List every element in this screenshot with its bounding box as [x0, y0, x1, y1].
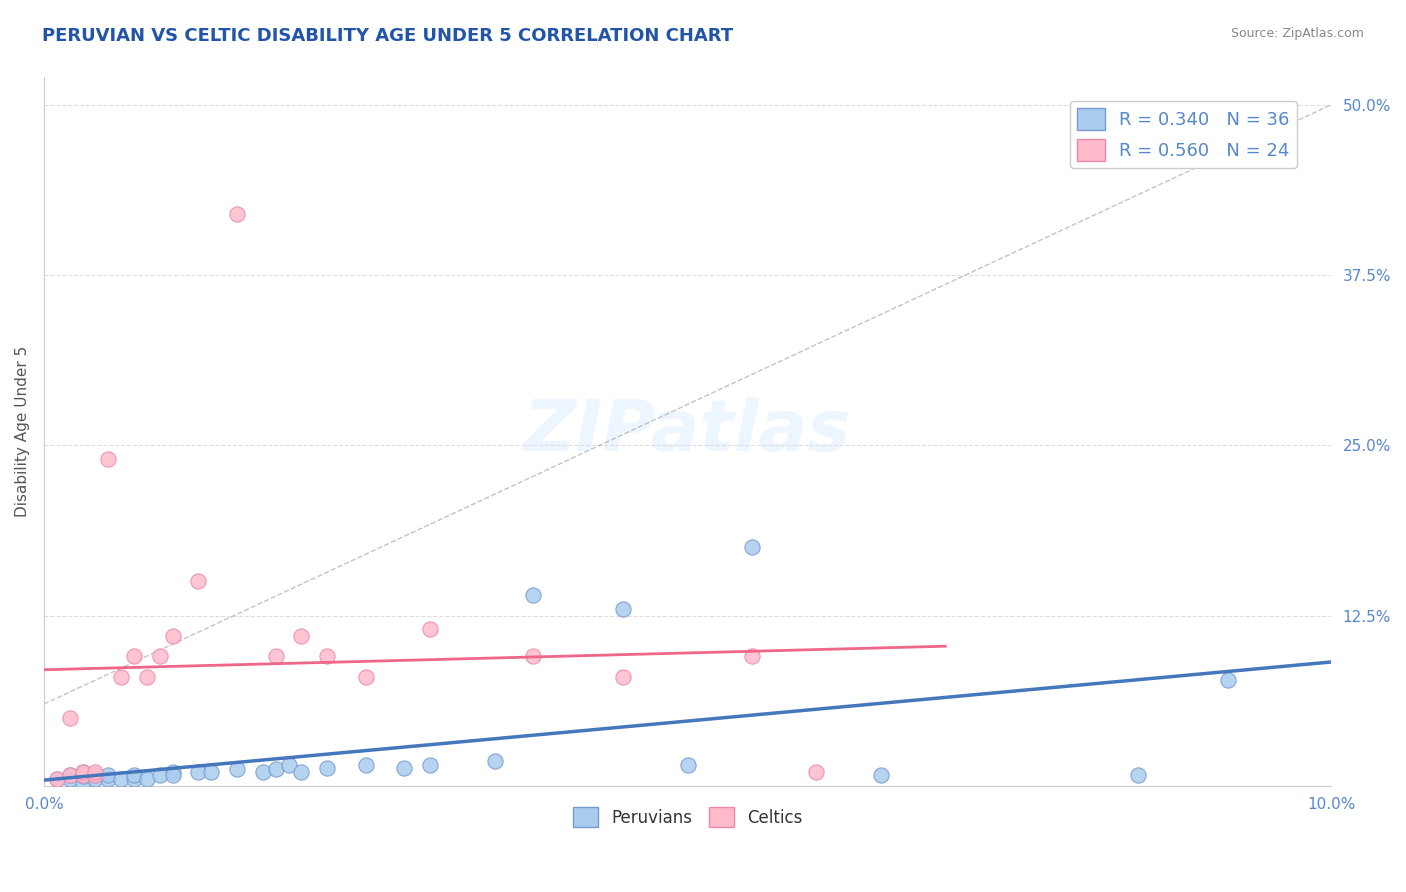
Point — [110, 772, 132, 786]
Point — [72, 765, 94, 780]
Point — [419, 758, 441, 772]
Point — [226, 207, 249, 221]
Legend: Peruvians, Celtics: Peruvians, Celtics — [567, 800, 810, 834]
Point — [162, 768, 184, 782]
Point — [741, 541, 763, 555]
Point — [97, 772, 120, 786]
Point — [72, 765, 94, 780]
Point — [522, 649, 544, 664]
Point — [316, 761, 339, 775]
Point — [122, 772, 145, 786]
Point — [869, 768, 891, 782]
Point — [612, 601, 634, 615]
Point — [1218, 673, 1240, 687]
Point — [806, 765, 828, 780]
Point — [264, 649, 287, 664]
Point — [290, 765, 312, 780]
Text: Source: ZipAtlas.com: Source: ZipAtlas.com — [1230, 27, 1364, 40]
Point — [419, 622, 441, 636]
Point — [226, 763, 249, 777]
Point — [84, 765, 107, 780]
Point — [59, 772, 82, 786]
Point — [316, 649, 339, 664]
Point — [135, 772, 157, 786]
Point — [612, 670, 634, 684]
Point — [252, 765, 274, 780]
Point — [162, 629, 184, 643]
Point — [149, 649, 172, 664]
Point — [45, 772, 67, 786]
Point — [149, 768, 172, 782]
Point — [290, 629, 312, 643]
Point — [187, 574, 209, 589]
Point — [522, 588, 544, 602]
Point — [84, 768, 107, 782]
Point — [84, 772, 107, 786]
Point — [354, 670, 377, 684]
Point — [84, 768, 107, 782]
Text: ZIPatlas: ZIPatlas — [524, 397, 851, 467]
Point — [45, 772, 67, 786]
Point — [277, 758, 299, 772]
Point — [97, 768, 120, 782]
Point — [676, 758, 699, 772]
Text: PERUVIAN VS CELTIC DISABILITY AGE UNDER 5 CORRELATION CHART: PERUVIAN VS CELTIC DISABILITY AGE UNDER … — [42, 27, 734, 45]
Point — [741, 649, 763, 664]
Point — [135, 670, 157, 684]
Point — [394, 761, 416, 775]
Point — [264, 763, 287, 777]
Point — [59, 768, 82, 782]
Point — [484, 754, 506, 768]
Point — [122, 768, 145, 782]
Point — [72, 774, 94, 789]
Point — [110, 670, 132, 684]
Point — [200, 765, 222, 780]
Point — [59, 768, 82, 782]
Point — [187, 765, 209, 780]
Y-axis label: Disability Age Under 5: Disability Age Under 5 — [15, 346, 30, 517]
Point — [97, 451, 120, 466]
Point — [72, 769, 94, 783]
Point — [162, 765, 184, 780]
Point — [122, 649, 145, 664]
Point — [59, 711, 82, 725]
Point — [72, 768, 94, 782]
Point — [1128, 768, 1150, 782]
Point — [354, 758, 377, 772]
